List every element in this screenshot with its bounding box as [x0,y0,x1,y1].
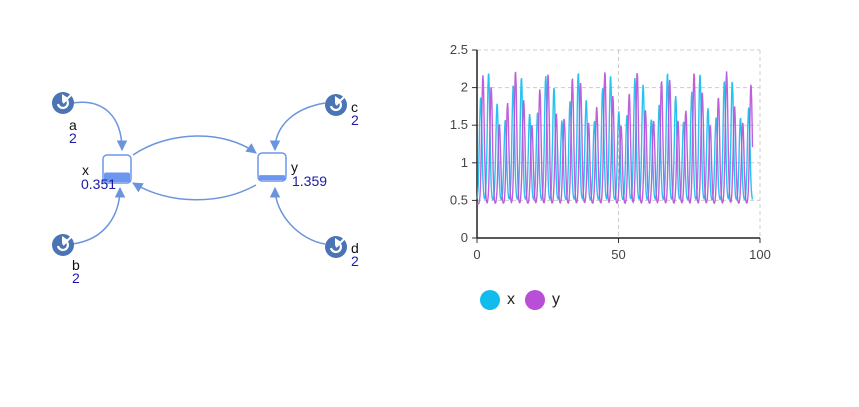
species-x-level [104,172,130,182]
y-tick-label: 1 [461,155,468,170]
edge-b-to-x[interactable] [71,186,126,245]
parameter-b[interactable] [52,233,75,256]
legend-item-x[interactable]: x [480,290,515,310]
species-x-value: 0.351 [81,176,116,192]
series-line-y [476,71,754,205]
legend-item-y[interactable]: y [525,290,560,310]
parameter-c-value: 2 [351,112,359,128]
edge-x-to-y[interactable] [132,135,257,156]
time-series-chart: 0 0.5 1 1.5 2 2.5 0 50 100 [450,42,771,262]
legend-label-y: y [552,291,560,308]
y-tick-label: 2 [461,80,468,95]
y-tick-label: 2.5 [450,42,468,57]
reaction-edges [71,101,326,245]
edge-d-to-y[interactable] [269,186,326,245]
parameter-a-name: a [69,117,77,133]
edge-y-to-x[interactable] [132,182,257,201]
species-y-value: 1.359 [292,173,327,189]
y-tick-label: 1.5 [450,117,468,132]
parameter-c[interactable] [325,93,348,116]
edge-a-to-x[interactable] [71,101,128,152]
parameter-b-value: 2 [72,270,80,286]
x-tick-label: 50 [611,247,625,262]
parameter-d-value: 2 [351,253,359,269]
edge-c-to-y[interactable] [269,102,326,152]
species-y-name: y [291,159,298,175]
species-y[interactable] [257,152,287,182]
x-tick-label: 0 [473,247,480,262]
y-tick-label: 0 [461,230,468,245]
species-x-name: x [82,162,89,178]
x-tick-label: 100 [749,247,771,262]
chart-legend: x y [480,290,570,310]
legend-swatch-y [525,290,545,310]
species-y-level [259,175,285,180]
y-tick-label: 0.5 [450,192,468,207]
parameter-c-name: c [351,99,358,115]
reaction-network-diagram: a 2 b 2 c 2 d 2 x 0.351 y 1.359 [52,91,359,286]
legend-swatch-x [480,290,500,310]
parameter-d[interactable] [325,235,348,258]
parameter-a[interactable] [52,91,75,114]
parameter-d-name: d [351,240,359,256]
species-box-icon[interactable] [257,152,287,182]
species-x[interactable] [102,154,132,184]
legend-label-x: x [507,291,515,308]
parameter-a-value: 2 [69,130,77,146]
parameter-b-name: b [72,257,80,273]
